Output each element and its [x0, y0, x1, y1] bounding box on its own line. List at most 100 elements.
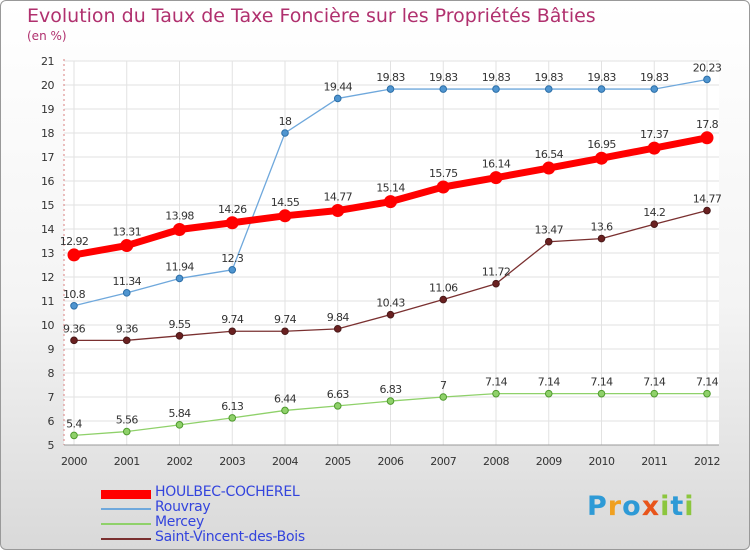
data-label: 16.54	[535, 148, 564, 161]
data-point	[703, 206, 711, 215]
data-label: 17.37	[640, 128, 669, 141]
y-tick-label: 21	[41, 55, 54, 68]
data-point	[173, 222, 186, 236]
legend-swatch-rouvray	[101, 508, 151, 510]
x-tick-label: 2007	[430, 455, 456, 468]
y-tick-label: 17	[41, 151, 54, 164]
data-label: 9.74	[274, 313, 297, 326]
data-point	[70, 431, 78, 440]
data-label: 9.84	[327, 311, 350, 324]
data-point	[175, 332, 184, 340]
data-point	[225, 216, 239, 230]
data-point	[595, 151, 608, 165]
data-label: 11.94	[165, 260, 194, 273]
data-label: 7.14	[538, 376, 561, 389]
legend-label-saint-vincent: Saint-Vincent-des-Bois	[155, 529, 305, 545]
legend-label-rouvray: Rouvray	[155, 499, 211, 515]
data-label: 9.55	[168, 318, 191, 331]
x-tick-label: 2011	[641, 455, 667, 468]
y-tick-label: 7	[48, 391, 55, 404]
data-label: 19.83	[376, 71, 405, 84]
data-point	[281, 129, 289, 137]
data-label: 20.23	[693, 61, 722, 74]
data-label: 6.13	[221, 400, 244, 413]
data-point	[439, 393, 448, 401]
data-label: 16.14	[482, 158, 511, 171]
data-label: 19.83	[535, 71, 564, 84]
data-point	[122, 427, 131, 436]
x-tick-label: 2001	[114, 455, 140, 468]
y-tick-label: 15	[41, 199, 54, 212]
y-tick-label: 16	[41, 175, 54, 188]
data-point	[439, 85, 448, 93]
legend-label-houlbec: HOULBEC-COCHEREL	[155, 484, 300, 500]
logo-letter: P	[587, 491, 608, 522]
chart-subtitle: (en %)	[27, 29, 67, 43]
data-label: 13.98	[165, 209, 194, 222]
data-point	[67, 248, 81, 262]
data-label: 18	[279, 115, 292, 128]
data-point	[122, 289, 131, 297]
data-label: 14.2	[643, 206, 665, 219]
data-point	[120, 239, 134, 253]
data-point	[544, 85, 553, 93]
data-label: 19.83	[429, 71, 458, 84]
x-tick-label: 2003	[219, 455, 245, 468]
y-tick-label: 10	[41, 319, 54, 332]
data-label: 7.14	[643, 376, 666, 389]
legend-swatch-saint-vincent	[101, 538, 151, 540]
data-point	[70, 302, 78, 310]
legend-swatch-mercey	[101, 523, 151, 525]
x-tick-label: 2012	[694, 455, 720, 468]
data-point	[700, 131, 714, 145]
proxiti-logo: Proxiti	[587, 491, 695, 522]
data-point	[384, 195, 397, 209]
logo-letter: t	[670, 491, 685, 522]
y-tick-label: 9	[48, 343, 55, 356]
data-label: 9.36	[116, 322, 139, 335]
data-point	[228, 266, 237, 274]
x-tick-label: 2006	[378, 455, 404, 468]
data-label: 5.84	[168, 407, 191, 420]
data-label: 9.36	[63, 322, 86, 335]
legend-swatch-houlbec	[101, 490, 151, 499]
x-tick-label: 2002	[167, 455, 193, 468]
y-tick-label: 19	[41, 103, 54, 116]
logo-letter: i	[660, 491, 671, 522]
chart-title: Evolution du Taux de Taxe Foncière sur l…	[27, 5, 596, 27]
data-point	[544, 389, 553, 398]
data-label: 9.74	[221, 313, 244, 326]
y-tick-label: 11	[41, 295, 54, 308]
data-label: 13.47	[535, 224, 564, 237]
data-point	[386, 85, 395, 93]
data-point	[278, 209, 292, 223]
data-point	[436, 180, 450, 194]
data-point	[386, 310, 395, 319]
data-point	[331, 204, 345, 218]
data-point	[281, 327, 289, 336]
data-point	[333, 325, 342, 333]
y-tick-label: 14	[41, 223, 54, 236]
data-label: 19.83	[640, 71, 669, 84]
data-point	[228, 414, 237, 422]
x-tick-label: 2008	[483, 455, 509, 468]
data-point	[492, 279, 500, 288]
data-point	[597, 234, 606, 243]
y-tick-label: 12	[41, 271, 54, 284]
y-tick-label: 20	[41, 79, 54, 92]
data-point	[333, 402, 342, 410]
x-tick-label: 2000	[61, 455, 87, 468]
legend-label-mercey: Mercey	[155, 514, 204, 530]
data-point	[597, 85, 606, 93]
data-point	[70, 336, 78, 345]
data-label: 14.26	[218, 203, 247, 216]
data-label: 5.56	[116, 414, 139, 427]
data-label: 19.83	[587, 71, 616, 84]
data-point	[228, 327, 237, 336]
data-label: 7.14	[485, 376, 508, 389]
data-point	[175, 421, 184, 429]
data-point	[386, 397, 395, 405]
logo-letter: x	[641, 491, 661, 522]
data-label: 6.44	[274, 392, 297, 405]
data-label: 10.8	[63, 288, 86, 301]
